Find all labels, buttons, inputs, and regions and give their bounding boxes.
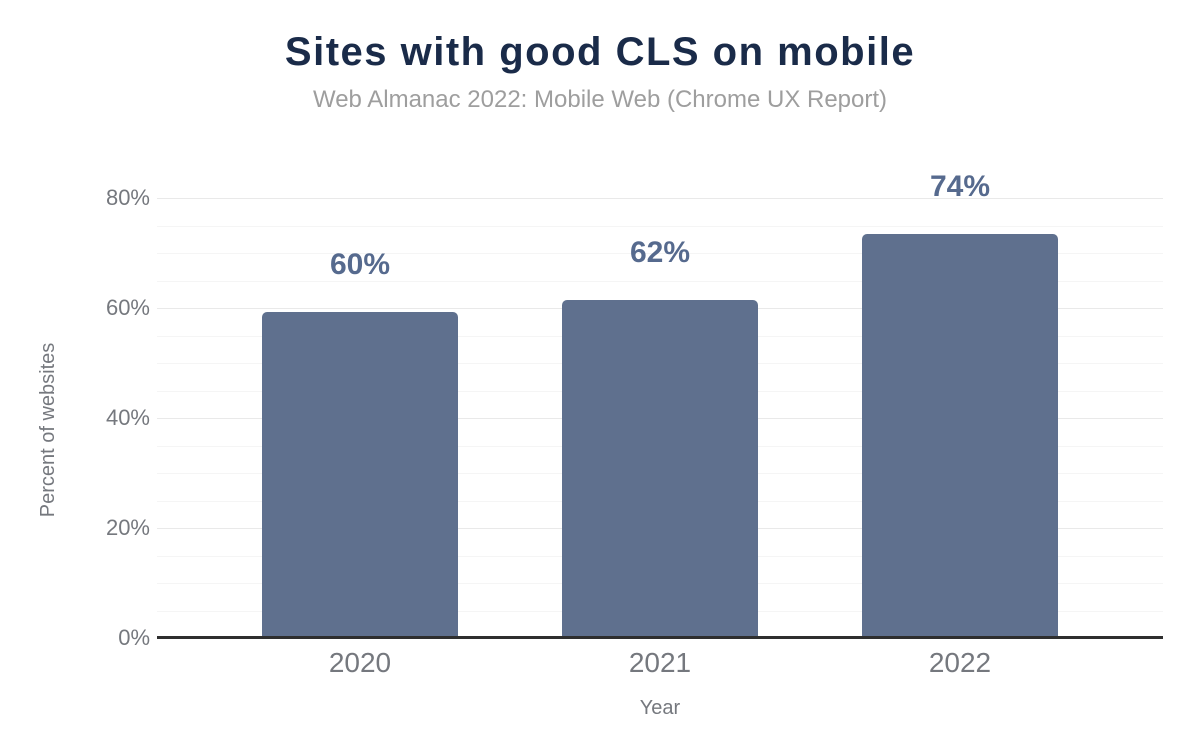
bar — [562, 300, 758, 638]
y-axis-tick-label: 60% — [105, 295, 150, 320]
x-axis-title: Year — [639, 697, 681, 719]
x-axis-tick-label: 2021 — [628, 647, 692, 678]
y-axis-tick-label: 20% — [105, 515, 150, 540]
x-axis-line — [157, 636, 1163, 639]
y-axis-tick-label: 40% — [105, 405, 150, 430]
y-axis-tick-label: 0% — [118, 625, 150, 650]
chart-subtitle: Web Almanac 2022: Mobile Web (Chrome UX … — [312, 86, 888, 113]
gridline-minor — [157, 253, 1163, 254]
gridline-major — [157, 198, 1163, 199]
x-axis-tick-label: 2020 — [328, 647, 392, 678]
bar-value-label: 74% — [929, 170, 991, 203]
gridline-minor — [157, 281, 1163, 282]
bar — [862, 234, 1058, 638]
y-axis-tick-label: 80% — [105, 185, 150, 210]
y-axis-title: Percent of websites — [37, 342, 59, 518]
bar — [262, 312, 458, 638]
x-axis-tick-label: 2022 — [928, 647, 992, 678]
gridline-minor — [157, 226, 1163, 227]
chart-title: Sites with good CLS on mobile — [284, 30, 916, 74]
bar-value-label: 60% — [329, 248, 391, 281]
bar-value-label: 62% — [629, 236, 691, 269]
